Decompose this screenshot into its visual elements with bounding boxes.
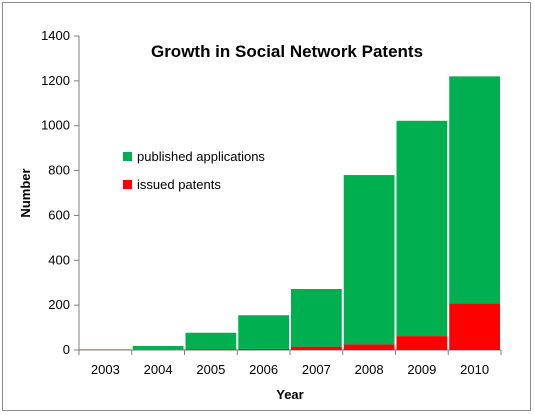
plot-area: 0 200 400 600 800 1000 1200 1400 2003 2004 2005 200…: [41, 28, 502, 377]
bar-issued-patents-2010: [449, 303, 500, 350]
y-tick-label: 1200: [41, 73, 70, 88]
legend-swatch-published-applications: [123, 152, 132, 161]
y-tick-label: 400: [48, 252, 70, 267]
bar-published-applications-2009: [396, 120, 448, 337]
y-tick-label: 800: [48, 163, 70, 178]
y-tick-label: 1000: [41, 118, 70, 133]
bar-published-applications-2003: [80, 349, 131, 350]
x-axis-title: Year: [276, 387, 303, 402]
bar-published-applications-2004: [132, 345, 184, 350]
bar-published-applications-2005: [185, 332, 237, 350]
bar-issued-patents-2006: [238, 348, 289, 350]
bar-issued-patents-2008: [343, 344, 395, 350]
bar-published-applications-2010: [449, 76, 500, 304]
x-tick-label: 2008: [355, 362, 384, 377]
bar-published-applications-2007: [291, 288, 342, 347]
x-tick-label: 2005: [196, 362, 225, 377]
y-axis-title: Number: [18, 168, 33, 217]
bar-published-applications-2008: [343, 175, 395, 345]
x-tick-label: 2009: [407, 362, 436, 377]
legend: published applications issued patents: [123, 149, 265, 192]
y-tick-label: 0: [63, 342, 70, 357]
y-tick-label: 200: [48, 297, 70, 312]
x-tick-label: 2007: [302, 362, 331, 377]
bar-issued-patents-2005: [185, 349, 237, 351]
y-tick-label: 1400: [41, 28, 70, 43]
bar-issued-patents-2007: [291, 346, 342, 350]
bar-issued-patents-2009: [396, 336, 448, 350]
x-tick-label: 2010: [460, 362, 489, 377]
y-tick-label: 600: [48, 207, 70, 222]
x-tick-label: 2003: [91, 362, 120, 377]
x-tick-label: 2004: [144, 362, 173, 377]
legend-label-issued-patents: issued patents: [137, 177, 221, 192]
legend-label-published-applications: published applications: [137, 149, 265, 164]
chart-title: Growth in Social Network Patents: [151, 42, 423, 61]
legend-swatch-issued-patents: [123, 180, 132, 189]
x-tick-label: 2006: [249, 362, 278, 377]
bar-published-applications-2006: [238, 315, 289, 349]
